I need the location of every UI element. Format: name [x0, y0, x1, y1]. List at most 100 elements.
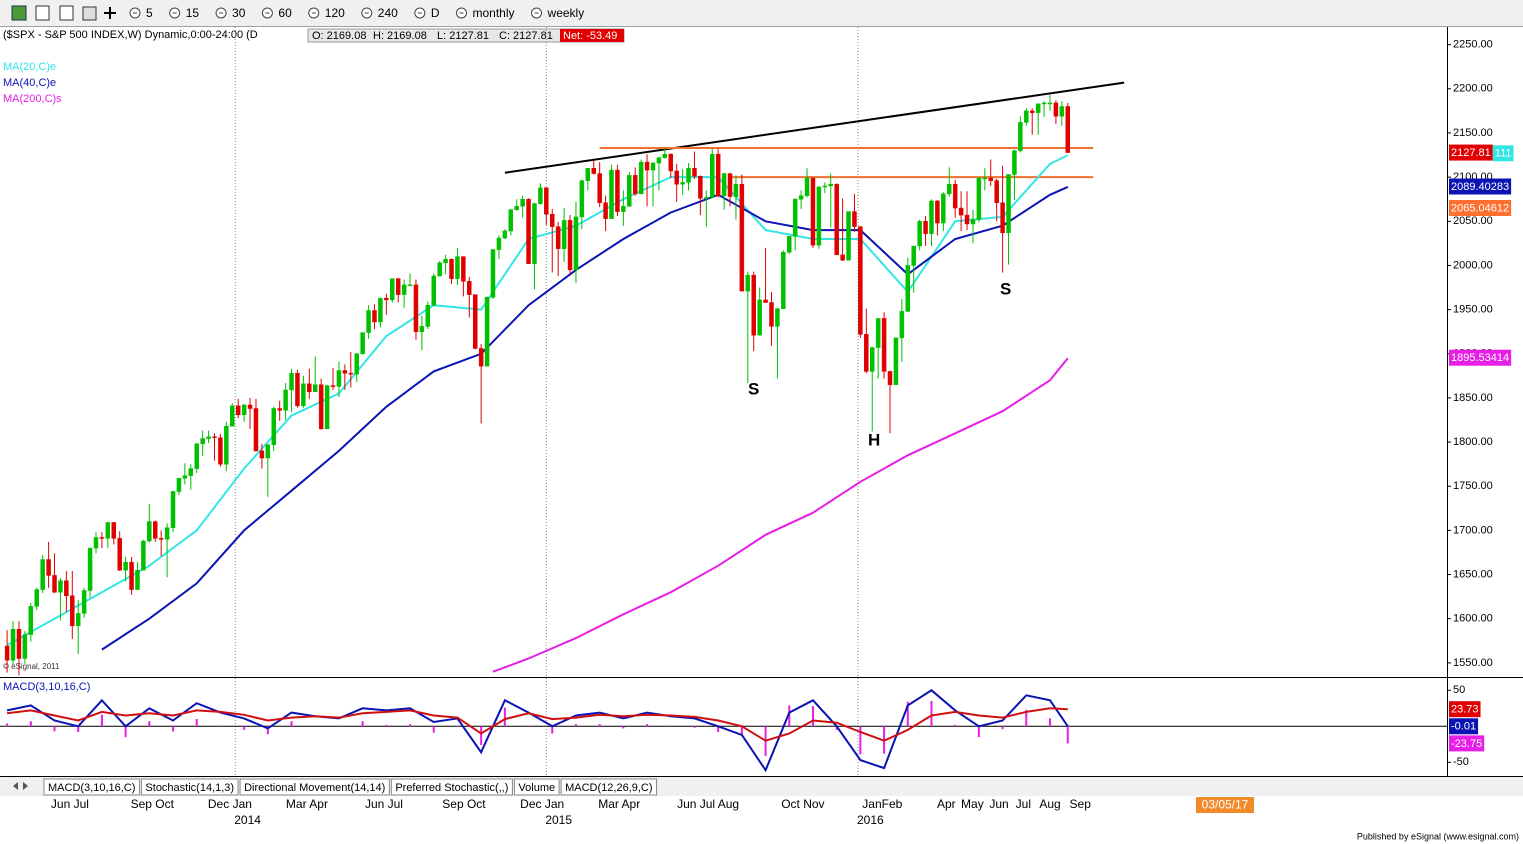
- candle-body: [621, 206, 626, 212]
- candle-body: [46, 559, 51, 576]
- tab[interactable]: [239, 778, 390, 796]
- candle-body: [111, 522, 117, 539]
- y-tick-label: 1850.00: [1453, 392, 1493, 404]
- value-label: 2065.04612: [1451, 202, 1509, 214]
- candle-body: [958, 207, 964, 216]
- candle-body: [573, 216, 579, 271]
- ohlc-close: C: 2127.81: [499, 30, 553, 42]
- candle-body: [632, 175, 638, 195]
- candle-body: [674, 170, 679, 185]
- value-label: 23.73: [1451, 704, 1479, 716]
- candle-body: [644, 161, 650, 171]
- candle-body: [550, 213, 555, 227]
- interval-button[interactable]: weekly: [547, 6, 585, 20]
- interval-button[interactable]: 120: [325, 6, 345, 20]
- interval-button[interactable]: 60: [278, 6, 292, 20]
- tab[interactable]: [560, 778, 658, 796]
- candle-body: [390, 278, 395, 301]
- candle-body: [721, 173, 727, 196]
- interval-button[interactable]: 30: [232, 6, 246, 20]
- icon[interactable]: [35, 5, 50, 21]
- tab-label[interactable]: Directional Movement(14,14): [244, 782, 385, 794]
- value-label-box: [1449, 718, 1479, 735]
- candle-body: [241, 404, 247, 415]
- tab-label[interactable]: Stochastic(14,1,3): [145, 782, 234, 794]
- tab-label[interactable]: Volume: [518, 782, 555, 794]
- candle-body: [591, 168, 596, 174]
- tab[interactable]: [43, 778, 140, 796]
- histogram-bar: [195, 719, 198, 727]
- histogram-bar: [1066, 726, 1069, 744]
- candle-body: [455, 256, 460, 279]
- histogram-bar: [148, 721, 151, 727]
- histogram-bar: [1048, 718, 1051, 727]
- candle-body: [709, 153, 715, 198]
- histogram-bar: [574, 724, 577, 727]
- candle-body: [93, 537, 99, 549]
- net-box: [560, 29, 624, 42]
- ohlc-low: L: 2127.81: [437, 30, 489, 42]
- candle-body: [194, 443, 199, 469]
- interval-button[interactable]: 15: [186, 6, 200, 20]
- candle-body: [680, 182, 685, 185]
- candle-body: [668, 153, 674, 172]
- tab-label[interactable]: MACD(3,10,16,C): [48, 782, 135, 794]
- histogram-bar: [693, 726, 696, 728]
- candle-body: [342, 370, 348, 374]
- date-box-text: 03/05/17: [1202, 798, 1249, 812]
- tab-label[interactable]: MACD(12,26,9,C): [565, 782, 652, 794]
- candle-body: [881, 318, 887, 372]
- candle-body: [757, 299, 762, 336]
- candle-body: [147, 521, 152, 542]
- value-label-box: [1449, 349, 1512, 366]
- moving-average: [492, 357, 1069, 673]
- candle-body: [923, 221, 928, 234]
- tab[interactable]: [513, 778, 560, 796]
- candle-body: [170, 491, 176, 528]
- interval-button[interactable]: D: [431, 6, 440, 20]
- tab[interactable]: [140, 778, 239, 796]
- y-tick-label: 1550.00: [1453, 657, 1493, 669]
- interval-button[interactable]: monthly: [473, 6, 515, 20]
- interval-button[interactable]: 240: [378, 6, 398, 20]
- candle-body: [461, 256, 466, 282]
- histogram-bar: [906, 701, 909, 727]
- value-label: -0.01: [1451, 721, 1476, 733]
- candle-body: [561, 220, 567, 249]
- histogram-bar: [361, 721, 364, 727]
- icon[interactable]: [82, 6, 97, 21]
- candle-body: [941, 193, 946, 224]
- tab[interactable]: [390, 778, 513, 796]
- candle-body: [555, 226, 561, 249]
- candle-body: [1041, 102, 1047, 105]
- x-tick-label: Aug: [1039, 797, 1060, 811]
- histogram-bar: [646, 724, 649, 727]
- icon[interactable]: [59, 5, 74, 21]
- histogram-bar: [243, 726, 246, 730]
- candle-body: [1024, 110, 1029, 123]
- x-tick-label: Jun Jul: [365, 797, 403, 811]
- value-label: 2127.81: [1451, 147, 1491, 159]
- candle-body: [4, 645, 10, 661]
- interval-button[interactable]: 5: [146, 6, 153, 20]
- histogram-bar: [100, 714, 103, 727]
- y-tick-label: 1650.00: [1453, 568, 1493, 580]
- candle-body: [698, 176, 703, 199]
- value-label-box: [1449, 701, 1481, 718]
- candle-body: [781, 251, 786, 309]
- histogram-bar: [385, 724, 388, 727]
- macd-line: [6, 707, 1068, 742]
- tab-label[interactable]: Preferred Stochastic(,,): [395, 782, 508, 794]
- candle-body: [739, 183, 745, 292]
- value-label: -23.75: [1451, 738, 1482, 750]
- icon[interactable]: [104, 7, 116, 19]
- candle-body: [609, 169, 614, 219]
- icon[interactable]: [11, 5, 27, 21]
- candle-body: [247, 404, 253, 409]
- tab-scroll[interactable]: [13, 782, 28, 790]
- candle-body: [307, 383, 312, 392]
- candle-body: [603, 202, 608, 219]
- candle-body: [117, 538, 122, 571]
